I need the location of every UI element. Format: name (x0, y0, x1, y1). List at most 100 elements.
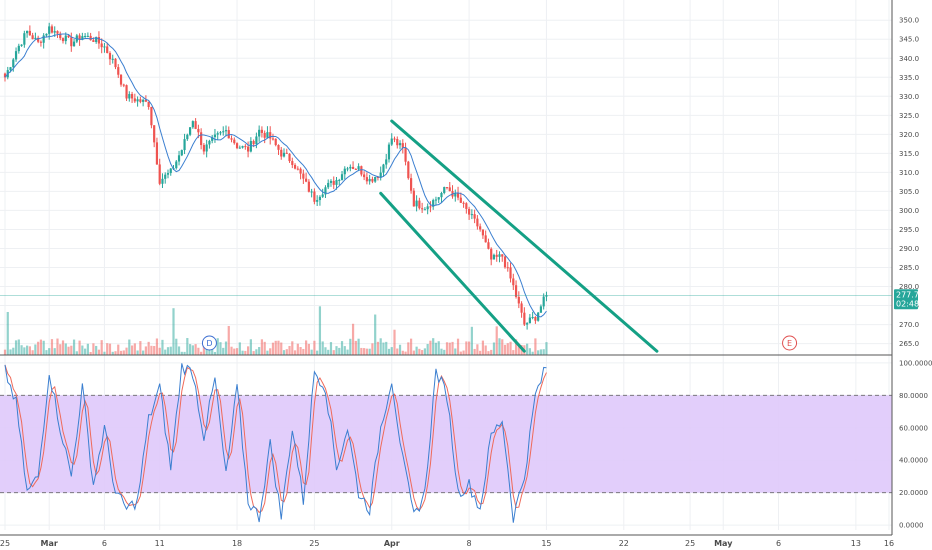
volume-bar (130, 345, 134, 355)
volume-bar (202, 341, 205, 355)
volume-bar (147, 341, 150, 355)
volume-bar (382, 342, 385, 355)
candle (506, 267, 509, 269)
candle (255, 136, 258, 145)
volume-bar (440, 348, 443, 355)
event-marker-e (782, 335, 798, 351)
volume-bar (437, 341, 440, 355)
candle (263, 132, 266, 138)
volume-bar (164, 349, 167, 355)
candle (316, 200, 319, 202)
frame (0, 0, 893, 536)
candle (117, 67, 120, 75)
candle (78, 35, 81, 40)
candle (247, 146, 250, 152)
volume-bar (305, 340, 308, 355)
stoch-tick-label: 80.0000 (899, 392, 928, 400)
candle (385, 159, 388, 165)
trend-channel[interactable] (379, 119, 659, 353)
event-marker-label: D (206, 339, 212, 348)
date-tick-label: 8 (467, 539, 472, 548)
candle (418, 200, 421, 209)
volume-bar (197, 347, 200, 355)
volume-bar (86, 343, 89, 355)
candle (409, 178, 413, 191)
volume-bar (401, 350, 404, 355)
volume-bar (296, 343, 299, 355)
candle (517, 296, 520, 304)
candle (542, 296, 545, 307)
volume-bar (103, 351, 106, 355)
volume-bar (9, 349, 12, 355)
volume-bar (282, 350, 286, 355)
stoch-tick-label: 100.0000 (899, 359, 932, 367)
candle (153, 125, 156, 143)
candle (495, 254, 498, 257)
candle (539, 306, 543, 313)
candle (473, 214, 476, 219)
volume-bar (412, 350, 415, 355)
volume-bar (125, 347, 128, 355)
volume-bar (379, 338, 382, 355)
volume-bar (288, 345, 291, 355)
candle (42, 35, 45, 43)
stoch-d-line (4, 364, 547, 514)
volume-bar (238, 342, 241, 355)
candle (468, 208, 471, 215)
volume-bar (136, 350, 139, 355)
volume-bar (144, 346, 147, 355)
candle (407, 161, 410, 179)
candle (219, 132, 222, 134)
volume-bar (139, 341, 142, 355)
volume-bar (445, 342, 449, 355)
volume-bar (470, 326, 473, 355)
candles (3, 22, 548, 330)
volume-bar (363, 348, 366, 355)
candle (177, 155, 181, 162)
candle (368, 178, 371, 182)
volume-bar (509, 341, 512, 355)
date-tick-label: 18 (232, 539, 242, 548)
volume-bar (45, 350, 48, 355)
candle (133, 98, 136, 102)
volume-bar (501, 339, 504, 355)
volume-bar (64, 343, 67, 355)
candle (224, 130, 228, 132)
volume-bar (161, 339, 164, 355)
volume-bar (368, 348, 371, 355)
candle (534, 317, 537, 321)
candle (213, 134, 217, 138)
volume-bar (175, 338, 178, 355)
volume-bar (23, 347, 26, 355)
candle (363, 174, 366, 178)
candle (86, 35, 89, 37)
volume-bar (271, 342, 275, 355)
volume-bar (426, 343, 429, 355)
volume-bar (390, 347, 393, 355)
volume-bar (78, 340, 81, 355)
candle (288, 153, 291, 162)
candle (61, 38, 65, 42)
candle (280, 149, 283, 157)
volume-bar (321, 341, 324, 355)
price-tick-label: 310.0 (899, 169, 919, 177)
stochastic-lines (4, 363, 547, 523)
volume-bar (423, 348, 426, 355)
volume-bar (434, 342, 438, 355)
volume-bar (97, 349, 101, 355)
volume-bar (316, 350, 319, 355)
volume-bar (133, 343, 136, 355)
volume-bar (299, 347, 302, 355)
candle (340, 174, 344, 180)
volume-bar (111, 351, 114, 355)
volume-bar (122, 350, 125, 355)
volume-bar (48, 348, 51, 355)
candle (393, 138, 396, 140)
volume-bar (448, 342, 451, 355)
volume-bar (31, 350, 34, 355)
candle (26, 30, 29, 34)
candle (509, 267, 512, 279)
volume-bar (247, 346, 250, 355)
